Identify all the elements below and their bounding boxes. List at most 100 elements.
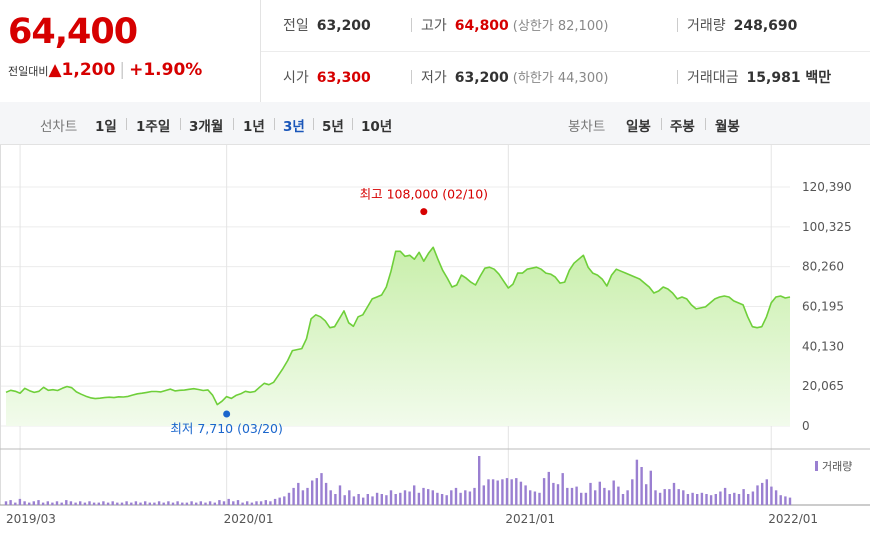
volume-bar <box>385 495 388 505</box>
period-10y[interactable]: 10년 <box>361 119 393 135</box>
high-annotation: 최고 108,000 (02/10) <box>360 187 488 202</box>
volume-bar <box>524 485 527 505</box>
lower-limit: (하한가 44,300) <box>512 71 609 86</box>
volume-bar <box>677 489 680 505</box>
volume-bar <box>765 479 768 505</box>
volume-bar <box>357 494 360 505</box>
low-value: 63,200 <box>454 70 509 86</box>
period-1y[interactable]: 1년 <box>243 119 265 135</box>
day-low: 저가 63,200 (하한가 44,300) <box>421 67 608 87</box>
volume-bar <box>362 497 365 505</box>
x-tick-label: 2022/01 <box>768 512 818 526</box>
amount-value: 15,981 백만 <box>746 70 832 86</box>
volume-bar <box>273 498 277 505</box>
change-value: ▲1,200 <box>48 60 116 80</box>
volume-bar <box>97 502 100 506</box>
volume-bar <box>682 490 685 505</box>
volume-bar <box>259 501 263 505</box>
prev-close-label: 전일 <box>283 18 309 34</box>
volume-bar <box>55 501 59 505</box>
volume-bar <box>784 496 787 505</box>
change-percent: +1.90% <box>129 60 203 80</box>
volume-bar <box>199 501 202 505</box>
volume-bar <box>227 498 230 505</box>
volume-bar <box>14 502 17 506</box>
volume-bar <box>482 485 485 505</box>
volume-bar <box>28 502 31 506</box>
period-3m[interactable]: 3개월 <box>189 119 224 135</box>
y-tick-label: 120,390 <box>802 180 852 194</box>
volume-bar <box>329 490 332 505</box>
volume-bar <box>287 492 291 506</box>
open-value: 63,300 <box>316 70 371 86</box>
volume-bar <box>413 485 416 505</box>
candle-weekly[interactable]: 주봉 <box>670 119 695 135</box>
volume-bar <box>575 486 578 505</box>
volume-bar <box>658 492 662 506</box>
volume-bar <box>111 501 114 505</box>
volume-bar <box>714 494 717 505</box>
volume-bar <box>176 501 179 505</box>
volume-bar <box>204 502 207 506</box>
volume-bar <box>9 500 12 505</box>
volume-bar <box>139 502 142 506</box>
y-tick-label: 0 <box>802 419 810 433</box>
stat-divider <box>677 18 678 32</box>
x-tick-label: 2021/01 <box>505 512 555 526</box>
volume-bar <box>640 467 643 505</box>
candle-monthly[interactable]: 월봉 <box>715 119 740 135</box>
volume-bar <box>603 487 606 505</box>
volume-bar <box>232 501 235 505</box>
volume-bar <box>779 495 782 505</box>
volume-bar <box>408 491 411 505</box>
volume-bar <box>157 501 161 505</box>
trade-amount: 거래대금 15,981 백만 <box>687 67 831 87</box>
period-1d[interactable]: 1일 <box>95 119 117 135</box>
toolbar-divider <box>313 118 314 130</box>
volume-bar <box>41 502 45 506</box>
open-label: 시가 <box>283 70 309 86</box>
volume-bar <box>250 502 254 506</box>
chart-toolbar: 선차트 1일 1주일 3개월 1년 3년 5년 10년 봉차트 일봉 주봉 월봉 <box>0 102 870 145</box>
volume-bar <box>167 501 170 505</box>
volume-bar <box>366 494 369 505</box>
volume-bar <box>148 502 151 506</box>
volume-bar <box>709 495 713 505</box>
volume-bar <box>162 502 165 506</box>
upper-limit: (상한가 82,100) <box>512 19 609 34</box>
volume-bar <box>130 502 133 506</box>
volume-bar <box>751 491 755 505</box>
volume-bar <box>18 498 22 505</box>
y-tick-label: 20,065 <box>802 379 844 393</box>
volume-bar <box>663 489 666 505</box>
volume-bar <box>496 480 499 505</box>
volume-bar <box>195 502 198 506</box>
volume-bar <box>389 490 393 505</box>
candle-daily[interactable]: 일봉 <box>626 119 651 135</box>
volume-bar <box>649 470 652 505</box>
volume-legend-label: 거래량 <box>822 460 852 473</box>
volume-bar <box>278 497 281 505</box>
volume-bar <box>538 492 541 506</box>
volume-bar <box>65 500 68 505</box>
price-box: 64,400 전일대비▲1,200 | +1.90% <box>0 0 261 102</box>
volume-bar <box>584 492 588 506</box>
volume-bar <box>589 482 592 505</box>
period-5y[interactable]: 5년 <box>322 119 344 135</box>
period-1w[interactable]: 1주일 <box>136 119 171 135</box>
toolbar-divider <box>126 118 127 130</box>
price-line <box>5 246 791 406</box>
day-high: 고가 64,800 (상한가 82,100) <box>421 15 608 35</box>
volume-bar <box>561 473 564 505</box>
volume-bar <box>436 492 439 506</box>
volume-bar <box>566 487 569 505</box>
volume-bar <box>756 485 759 505</box>
volume-bar <box>185 502 189 506</box>
period-3y[interactable]: 3년 <box>283 119 305 135</box>
low-annotation: 최저 7,710 (03/20) <box>170 421 283 436</box>
volume-bar <box>445 495 448 505</box>
volume-bar <box>440 494 444 505</box>
volume-bar <box>431 490 434 505</box>
volume-bar <box>598 481 601 505</box>
volume-bar <box>79 501 82 505</box>
